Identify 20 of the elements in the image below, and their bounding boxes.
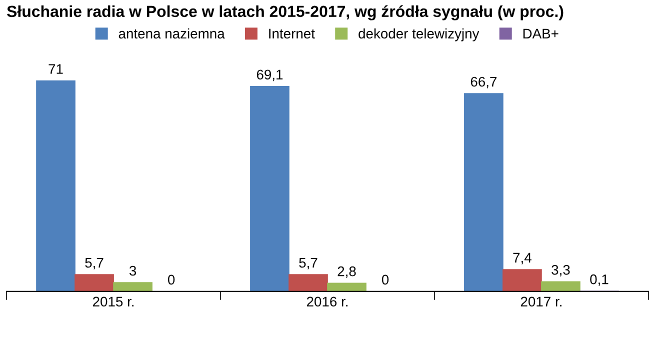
data-label: 5,7 bbox=[85, 258, 104, 270]
data-label: 2,8 bbox=[338, 266, 356, 278]
data-label: 69,1 bbox=[256, 70, 283, 82]
data-label: 5,7 bbox=[299, 258, 318, 270]
x-tick-label: 2016 r. bbox=[306, 296, 348, 307]
legend-label: antena naziemna bbox=[118, 28, 225, 39]
chart-title: Słuchanie radia w Polsce w latach 2015-2017, wg źródła sygnału (w proc.) bbox=[7, 5, 564, 20]
data-label: 66,7 bbox=[470, 76, 497, 88]
data-label: 3 bbox=[129, 266, 136, 276]
data-label: 71 bbox=[48, 64, 63, 74]
x-tick-label: 2017 r. bbox=[520, 296, 562, 307]
data-label: 7,4 bbox=[513, 252, 532, 264]
x-tick-label: 2015 r. bbox=[92, 296, 134, 307]
legend-label: dekoder telewizyjny bbox=[358, 28, 480, 42]
legend-label: Internet bbox=[269, 28, 315, 39]
legend-label: DAB+ bbox=[523, 28, 558, 38]
data-label: 0 bbox=[168, 274, 175, 285]
data-label: 0,1 bbox=[590, 274, 608, 286]
data-label: 3,3 bbox=[552, 264, 570, 276]
data-label: 0 bbox=[382, 274, 389, 285]
